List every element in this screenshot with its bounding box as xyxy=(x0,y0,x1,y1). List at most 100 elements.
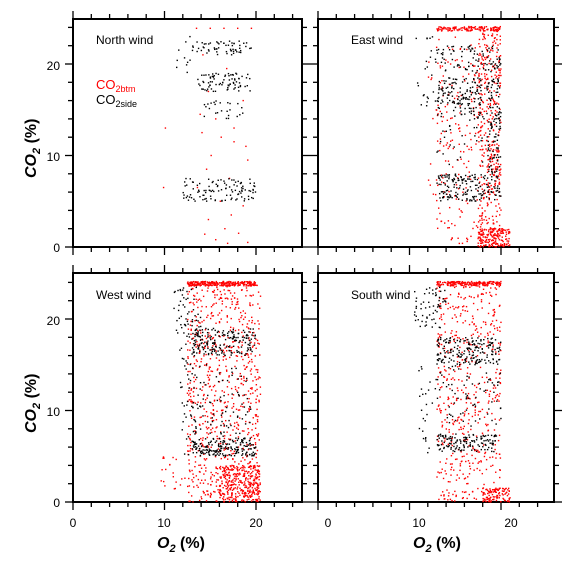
data-point xyxy=(188,302,191,304)
data-point xyxy=(495,452,498,455)
data-point xyxy=(478,231,481,234)
data-point xyxy=(209,441,212,444)
data-point xyxy=(192,452,194,454)
data-point xyxy=(249,453,251,456)
data-point xyxy=(208,43,210,45)
data-point xyxy=(223,440,226,442)
data-point xyxy=(487,490,490,493)
data-point xyxy=(451,419,454,421)
data-point xyxy=(256,284,258,287)
data-point xyxy=(484,192,486,194)
data-point xyxy=(480,490,483,493)
data-point xyxy=(190,363,192,365)
data-point xyxy=(473,26,476,29)
data-point xyxy=(498,224,501,227)
data-point xyxy=(254,452,256,455)
data-point xyxy=(218,454,220,456)
data-point xyxy=(211,311,213,314)
data-point xyxy=(211,350,214,353)
data-point xyxy=(235,336,237,339)
data-point xyxy=(223,437,226,440)
panel-south-wind xyxy=(310,265,562,510)
data-point xyxy=(241,403,243,405)
data-point xyxy=(247,478,249,480)
data-point xyxy=(257,433,260,435)
data-point xyxy=(447,281,450,284)
data-point xyxy=(230,74,232,76)
data-point xyxy=(476,282,479,284)
data-point xyxy=(210,349,212,351)
data-point xyxy=(240,187,243,189)
data-point xyxy=(439,396,441,398)
data-point xyxy=(440,371,442,373)
data-point xyxy=(487,158,489,161)
data-point xyxy=(482,101,485,104)
data-point xyxy=(191,282,193,284)
data-point xyxy=(480,215,482,217)
data-point xyxy=(487,78,489,80)
data-point xyxy=(477,285,479,287)
data-point xyxy=(160,480,162,482)
data-point xyxy=(464,113,466,115)
data-point xyxy=(471,359,473,362)
data-point xyxy=(439,140,442,143)
data-point xyxy=(196,282,199,284)
data-point xyxy=(219,449,221,452)
data-point xyxy=(228,472,230,474)
data-point xyxy=(243,481,246,483)
data-point xyxy=(414,290,416,293)
data-point xyxy=(189,382,191,384)
data-point xyxy=(494,237,496,239)
data-point xyxy=(256,486,259,489)
data-point xyxy=(236,416,239,418)
data-point xyxy=(421,314,424,317)
data-point xyxy=(445,370,447,372)
data-point xyxy=(496,29,498,31)
data-point xyxy=(259,482,261,484)
data-point xyxy=(230,424,232,427)
data-point xyxy=(231,492,233,494)
data-point xyxy=(485,148,487,150)
data-point xyxy=(225,358,227,360)
data-point xyxy=(450,140,452,142)
data-point xyxy=(214,349,216,351)
data-point xyxy=(485,362,487,364)
data-point xyxy=(256,500,258,502)
data-point xyxy=(235,473,238,476)
data-point xyxy=(218,321,221,324)
data-point xyxy=(486,241,488,243)
data-point xyxy=(236,185,238,187)
data-point xyxy=(472,447,474,450)
data-point xyxy=(186,404,188,406)
data-point xyxy=(250,373,252,375)
data-point xyxy=(190,400,192,403)
data-point xyxy=(462,473,464,475)
data-point xyxy=(218,83,221,86)
data-point xyxy=(463,340,465,342)
data-point xyxy=(507,493,510,495)
data-point xyxy=(238,395,240,397)
data-point xyxy=(489,182,491,185)
data-point xyxy=(479,29,482,31)
data-point xyxy=(191,49,194,52)
data-point xyxy=(238,307,240,309)
data-point xyxy=(473,384,476,387)
data-point xyxy=(477,282,479,284)
data-point xyxy=(479,107,481,109)
data-point xyxy=(225,306,227,308)
data-point xyxy=(458,280,460,283)
data-point xyxy=(493,163,495,166)
data-point xyxy=(225,282,227,284)
data-point xyxy=(464,310,466,312)
data-point xyxy=(199,442,202,445)
data-point xyxy=(471,350,474,353)
data-point xyxy=(251,429,253,431)
data-point xyxy=(493,242,495,244)
data-point xyxy=(477,231,480,234)
data-point xyxy=(236,448,239,451)
data-point xyxy=(463,78,466,81)
data-point xyxy=(465,286,467,288)
data-point xyxy=(240,355,243,358)
data-point xyxy=(497,134,499,137)
data-point xyxy=(228,480,231,482)
